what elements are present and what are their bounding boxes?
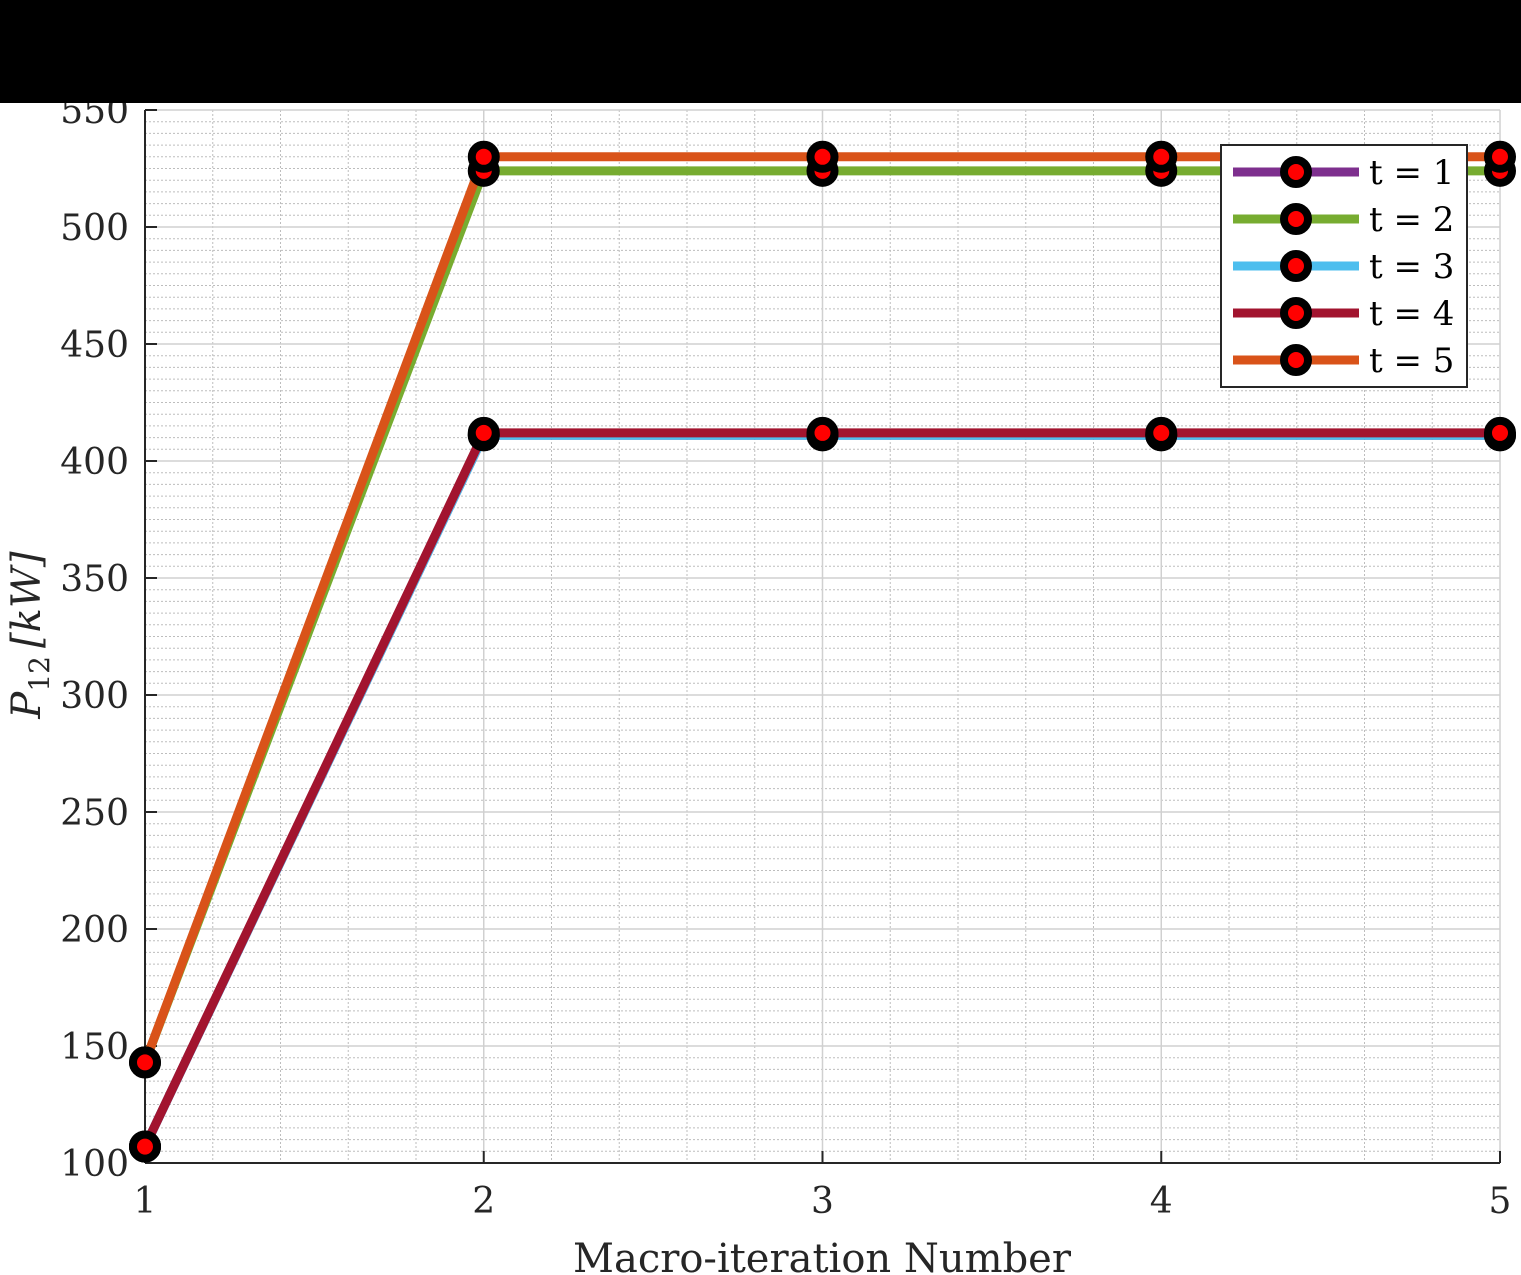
- series-5-marker: [129, 1046, 161, 1079]
- y-tick-label: 450: [60, 325, 129, 366]
- y-axis-label-unit: [kW]: [4, 551, 50, 648]
- series-4-marker: [806, 416, 839, 449]
- legend-label-5: t = 5: [1369, 341, 1454, 381]
- y-tick-label: 400: [60, 442, 129, 483]
- legend-label-4: t = 4: [1369, 294, 1454, 334]
- legend-marker-1: [1280, 156, 1312, 188]
- redaction-bar: [0, 0, 1521, 103]
- y-tick-label: 350: [60, 559, 129, 600]
- y-tick-label: 250: [60, 793, 129, 834]
- series-5-marker: [467, 140, 500, 173]
- legend-marker-3: [1280, 250, 1312, 282]
- legend-label-2: t = 2: [1369, 200, 1454, 240]
- legend-marker-4: [1280, 297, 1312, 329]
- x-tick-label: 3: [811, 1181, 834, 1222]
- x-tick-label: 2: [472, 1181, 495, 1222]
- series-4-marker: [1145, 416, 1178, 449]
- x-tick-label: 5: [1489, 1181, 1512, 1222]
- axes: [144, 109, 1501, 1164]
- legend-label-1: t = 1: [1369, 153, 1454, 193]
- x-tick-label: 1: [134, 1181, 157, 1222]
- series-5-marker: [1484, 140, 1516, 173]
- legend: t = 1 t = 2 t = 3 t = 4 t = 5: [1220, 144, 1468, 388]
- series-4-marker: [467, 416, 500, 449]
- legend-marker-5: [1280, 344, 1312, 376]
- y-axis-label-symbol: P: [4, 691, 50, 720]
- series-5-marker: [806, 140, 839, 173]
- y-axis-label-subscript: 12: [23, 656, 56, 692]
- y-tick-label: 500: [60, 208, 129, 249]
- x-tick-label: 4: [1150, 1181, 1173, 1222]
- y-axis-label: P12 [kW]: [4, 551, 56, 720]
- y-tick-label: 150: [60, 1027, 129, 1068]
- y-tick-label: 100: [60, 1144, 129, 1185]
- series-5-marker: [1145, 140, 1178, 173]
- x-axis-label: Macro-iteration Number: [573, 1236, 1072, 1275]
- series-4-marker: [129, 1130, 161, 1163]
- y-tick-label: 200: [60, 910, 129, 951]
- y-tick-label: 300: [60, 676, 129, 717]
- legend-label-3: t = 3: [1369, 247, 1454, 287]
- series-4-marker: [1484, 416, 1516, 449]
- legend-marker-2: [1280, 203, 1312, 235]
